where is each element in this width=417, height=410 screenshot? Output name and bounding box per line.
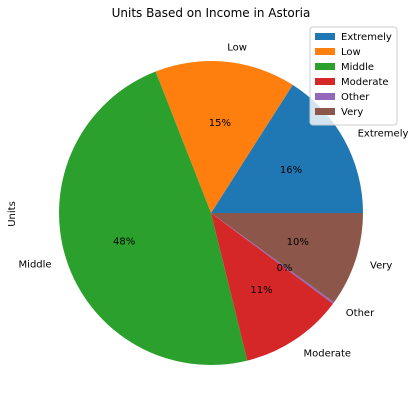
legend-swatch-middle (315, 63, 335, 70)
slice-labels: Extremely Low Middle Moderate Other Very (19, 43, 409, 360)
legend: Extremely Low Middle Moderate Other Very (309, 26, 398, 126)
slice-label-low: Low (227, 43, 247, 54)
slice-label-very: Very (370, 261, 392, 272)
slice-label-moderate: Moderate (304, 348, 352, 359)
legend-swatch-low (315, 48, 335, 55)
pie-slice-very (211, 213, 363, 303)
pie-slice-moderate (211, 213, 333, 361)
percent-label-middle: 48% (113, 237, 135, 248)
percent-label-very: 10% (287, 237, 309, 248)
legend-label-very: Very (341, 107, 363, 118)
legend-swatch-other (315, 93, 335, 100)
pie-slices (59, 61, 363, 365)
pie-slice-other (211, 213, 335, 304)
legend-label-extremely: Extremely (341, 32, 392, 43)
slice-label-extremely: Extremely (358, 129, 409, 140)
slice-label-other: Other (346, 308, 375, 319)
pie-slice-low (155, 61, 293, 214)
y-axis-label: Units (7, 201, 18, 227)
legend-swatch-moderate (315, 78, 335, 85)
percent-label-moderate: 11% (250, 285, 272, 296)
percent-label-other: 0% (277, 263, 293, 274)
slice-label-middle: Middle (19, 260, 52, 271)
legend-label-moderate: Moderate (341, 77, 389, 88)
chart-title: Units Based on Income in Astoria (112, 6, 311, 20)
percent-labels: 16% 15% 48% 11% 0% 10% (113, 118, 309, 296)
legend-label-middle: Middle (341, 62, 374, 73)
legend-swatch-very (315, 108, 335, 115)
legend-label-low: Low (341, 47, 361, 58)
pie-slice-middle (59, 71, 248, 365)
percent-label-low: 15% (209, 118, 231, 129)
percent-label-extremely: 16% (280, 165, 302, 176)
legend-swatch-extremely (315, 33, 335, 40)
legend-label-other: Other (341, 92, 370, 103)
